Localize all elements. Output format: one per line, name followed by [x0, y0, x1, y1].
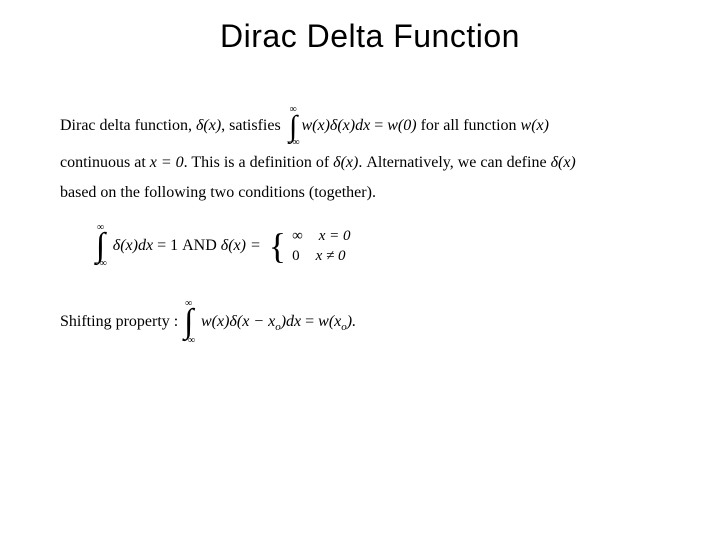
integrand: w(x)δ(x)dx [301, 117, 370, 134]
integral-icon: ∞∫−∞ [287, 105, 300, 148]
case-row: ∞ x = 0 [292, 226, 350, 246]
equals-one: = 1 [157, 231, 178, 261]
text: Dirac delta function, [60, 117, 196, 134]
shifting-property-row: Shifting property : ∞ ∫ −∞ w(x)δ(x − xo)… [60, 299, 680, 346]
x-eq-0: x = 0 [150, 154, 184, 171]
equals: = [370, 117, 387, 134]
integral-icon: ∞ ∫ −∞ [182, 299, 195, 346]
integral-icon: ∞ ∫ −∞ [94, 223, 107, 270]
slide-body: Dirac delta function, δ(x), satisfies ∞∫… [60, 105, 680, 346]
delta-x: δ(x) [196, 117, 221, 134]
text: w(x [318, 313, 341, 330]
int-lower: −∞ [287, 138, 300, 148]
case-row: 0 x ≠ 0 [292, 246, 350, 266]
text: . Alternatively, we can define [358, 154, 550, 171]
definition-line-3: based on the following two conditions (t… [60, 178, 680, 208]
brace-icon: { [269, 228, 286, 264]
shift-label: Shifting property : [60, 307, 178, 337]
shift-integrand: w(x)δ(x − xo)dx [201, 307, 301, 338]
int-symbol: ∫ [96, 231, 105, 262]
w-of-x: w(x) [521, 117, 549, 134]
case-value: 0 [292, 246, 300, 266]
int-lower: −∞ [182, 336, 195, 346]
text: ). [347, 313, 356, 330]
piecewise-cases: ∞ x = 0 0 x ≠ 0 [292, 226, 350, 267]
definition-line-2: continuous at x = 0. This is a definitio… [60, 148, 680, 178]
text: )dx [281, 313, 301, 330]
text: w(x)δ(x − x [201, 313, 275, 330]
case-condition: x = 0 [319, 226, 351, 246]
text: for all function [417, 117, 521, 134]
text: . This is a definition of [184, 154, 333, 171]
delta-x: δ(x) [333, 154, 358, 171]
int-symbol: ∫ [289, 113, 297, 140]
case-condition: x ≠ 0 [316, 246, 346, 266]
delta-x-eq: δ(x) = [221, 231, 261, 261]
definition-line-1: Dirac delta function, δ(x), satisfies ∞∫… [60, 105, 680, 148]
and-label: AND [182, 231, 217, 261]
slide: Dirac Delta Function Dirac delta functio… [0, 0, 720, 540]
delta-x: δ(x) [551, 154, 576, 171]
shift-rhs: w(xo). [318, 307, 356, 338]
int-lower: −∞ [94, 259, 107, 269]
rhs: w(0) [387, 117, 416, 134]
conditions-row: ∞ ∫ −∞ δ(x)dx = 1 AND δ(x) = { ∞ x = 0 0… [94, 223, 680, 270]
text: , satisfies [221, 117, 285, 134]
case-value: ∞ [292, 226, 303, 246]
integrand: δ(x)dx [113, 231, 153, 261]
equals: = [305, 307, 314, 337]
int-symbol: ∫ [184, 307, 193, 338]
text: continuous at [60, 154, 150, 171]
slide-title: Dirac Delta Function [60, 18, 680, 55]
